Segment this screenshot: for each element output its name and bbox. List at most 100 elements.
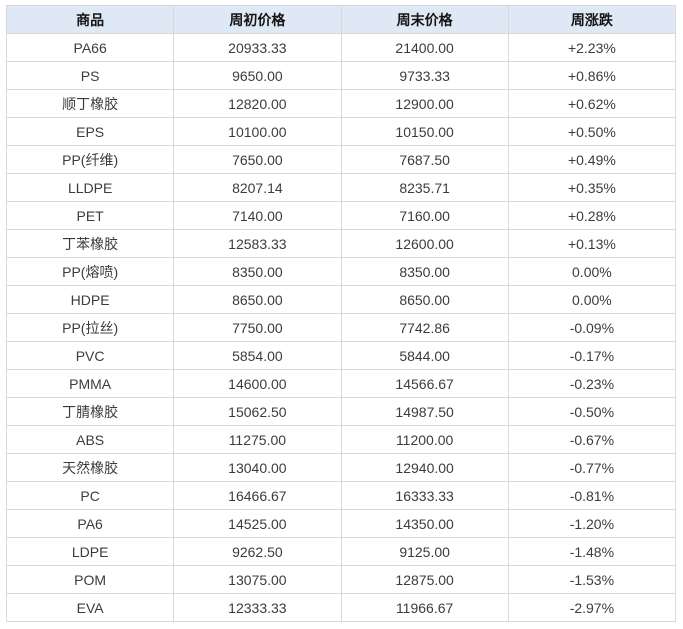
week-end-price-cell: 8235.71	[340, 173, 509, 202]
table-row: 丁苯橡胶 12583.33 12600.00 +0.13%	[5, 229, 677, 258]
week-start-price-cell: 15062.50	[173, 397, 342, 426]
product-cell: PMMA	[5, 369, 175, 398]
col-header-week-start-price: 周初价格	[173, 5, 342, 34]
weekly-change-cell: -0.17%	[507, 341, 677, 370]
weekly-change-cell: -0.50%	[507, 397, 677, 426]
weekly-change-cell: +0.13%	[507, 229, 677, 258]
week-start-price-cell: 9262.50	[173, 537, 342, 566]
product-cell: 丁苯橡胶	[5, 229, 175, 258]
week-start-price-cell: 13075.00	[173, 565, 342, 594]
product-cell: PA6	[5, 509, 175, 538]
week-start-price-cell: 20933.33	[173, 33, 342, 62]
week-end-price-cell: 9733.33	[340, 61, 509, 90]
week-end-price-cell: 7160.00	[340, 201, 509, 230]
weekly-change-cell: -0.09%	[507, 313, 677, 342]
week-start-price-cell: 14600.00	[173, 369, 342, 398]
week-end-price-cell: 10150.00	[340, 117, 509, 146]
week-end-price-cell: 5844.00	[340, 341, 509, 370]
weekly-change-cell: +2.23%	[507, 33, 677, 62]
weekly-change-cell: +0.35%	[507, 173, 677, 202]
product-cell: PVC	[5, 341, 175, 370]
col-header-weekly-change: 周涨跌	[507, 5, 677, 34]
col-header-product: 商品	[5, 5, 175, 34]
product-cell: ABS	[5, 425, 175, 454]
week-start-price-cell: 12583.33	[173, 229, 342, 258]
table-body: PA66 20933.33 21400.00 +2.23% PS 9650.00 9733.…	[5, 33, 677, 622]
week-end-price-cell: 14566.67	[340, 369, 509, 398]
weekly-change-cell: -0.23%	[507, 369, 677, 398]
weekly-change-cell: -0.77%	[507, 453, 677, 482]
col-header-week-end-price: 周末价格	[340, 5, 509, 34]
week-end-price-cell: 7687.50	[340, 145, 509, 174]
table-row: PMMA 14600.00 14566.67 -0.23%	[5, 369, 677, 398]
table-row: HDPE 8650.00 8650.00 0.00%	[5, 285, 677, 314]
product-cell: LDPE	[5, 537, 175, 566]
price-table-container: 商品 周初价格 周末价格 周涨跌 PA66 20933.33 21400.00 +2.…	[5, 5, 677, 622]
product-cell: PET	[5, 201, 175, 230]
product-cell: PA66	[5, 33, 175, 62]
week-end-price-cell: 12600.00	[340, 229, 509, 258]
table-row: PET 7140.00 7160.00 +0.28%	[5, 201, 677, 230]
week-start-price-cell: 10100.00	[173, 117, 342, 146]
week-start-price-cell: 12333.33	[173, 593, 342, 622]
table-row: PA66 20933.33 21400.00 +2.23%	[5, 33, 677, 62]
week-start-price-cell: 11275.00	[173, 425, 342, 454]
week-start-price-cell: 7140.00	[173, 201, 342, 230]
product-cell: 顺丁橡胶	[5, 89, 175, 118]
table-row: PP(纤维) 7650.00 7687.50 +0.49%	[5, 145, 677, 174]
weekly-price-table: 商品 周初价格 周末价格 周涨跌 PA66 20933.33 21400.00 +2.…	[5, 5, 677, 622]
table-header: 商品 周初价格 周末价格 周涨跌	[5, 5, 677, 34]
weekly-change-cell: +0.49%	[507, 145, 677, 174]
weekly-change-cell: -1.48%	[507, 537, 677, 566]
weekly-change-cell: -1.20%	[507, 509, 677, 538]
week-start-price-cell: 7750.00	[173, 313, 342, 342]
week-end-price-cell: 9125.00	[340, 537, 509, 566]
table-row: PA6 14525.00 14350.00 -1.20%	[5, 509, 677, 538]
table-row: LDPE 9262.50 9125.00 -1.48%	[5, 537, 677, 566]
header-row: 商品 周初价格 周末价格 周涨跌	[5, 5, 677, 34]
week-start-price-cell: 16466.67	[173, 481, 342, 510]
product-cell: PS	[5, 61, 175, 90]
product-cell: EPS	[5, 117, 175, 146]
table-row: PP(熔喷) 8350.00 8350.00 0.00%	[5, 257, 677, 286]
weekly-change-cell: +0.28%	[507, 201, 677, 230]
week-start-price-cell: 12820.00	[173, 89, 342, 118]
week-end-price-cell: 7742.86	[340, 313, 509, 342]
weekly-change-cell: -0.81%	[507, 481, 677, 510]
week-start-price-cell: 8650.00	[173, 285, 342, 314]
weekly-change-cell: +0.62%	[507, 89, 677, 118]
product-cell: POM	[5, 565, 175, 594]
product-cell: 天然橡胶	[5, 453, 175, 482]
table-row: PC 16466.67 16333.33 -0.81%	[5, 481, 677, 510]
product-cell: PP(熔喷)	[5, 257, 175, 286]
table-row: EPS 10100.00 10150.00 +0.50%	[5, 117, 677, 146]
week-end-price-cell: 11200.00	[340, 425, 509, 454]
product-cell: EVA	[5, 593, 175, 622]
product-cell: PP(拉丝)	[5, 313, 175, 342]
week-end-price-cell: 12940.00	[340, 453, 509, 482]
week-start-price-cell: 7650.00	[173, 145, 342, 174]
week-start-price-cell: 14525.00	[173, 509, 342, 538]
table-row: POM 13075.00 12875.00 -1.53%	[5, 565, 677, 594]
week-end-price-cell: 21400.00	[340, 33, 509, 62]
table-row: PS 9650.00 9733.33 +0.86%	[5, 61, 677, 90]
table-row: 顺丁橡胶 12820.00 12900.00 +0.62%	[5, 89, 677, 118]
table-row: PVC 5854.00 5844.00 -0.17%	[5, 341, 677, 370]
table-row: ABS 11275.00 11200.00 -0.67%	[5, 425, 677, 454]
week-start-price-cell: 5854.00	[173, 341, 342, 370]
weekly-change-cell: +0.86%	[507, 61, 677, 90]
product-cell: 丁腈橡胶	[5, 397, 175, 426]
week-end-price-cell: 14350.00	[340, 509, 509, 538]
product-cell: LLDPE	[5, 173, 175, 202]
weekly-change-cell: -0.67%	[507, 425, 677, 454]
week-start-price-cell: 8207.14	[173, 173, 342, 202]
weekly-change-cell: -2.97%	[507, 593, 677, 622]
week-end-price-cell: 11966.67	[340, 593, 509, 622]
weekly-change-cell: 0.00%	[507, 257, 677, 286]
week-end-price-cell: 12900.00	[340, 89, 509, 118]
week-start-price-cell: 8350.00	[173, 257, 342, 286]
weekly-change-cell: -1.53%	[507, 565, 677, 594]
week-start-price-cell: 13040.00	[173, 453, 342, 482]
week-end-price-cell: 14987.50	[340, 397, 509, 426]
